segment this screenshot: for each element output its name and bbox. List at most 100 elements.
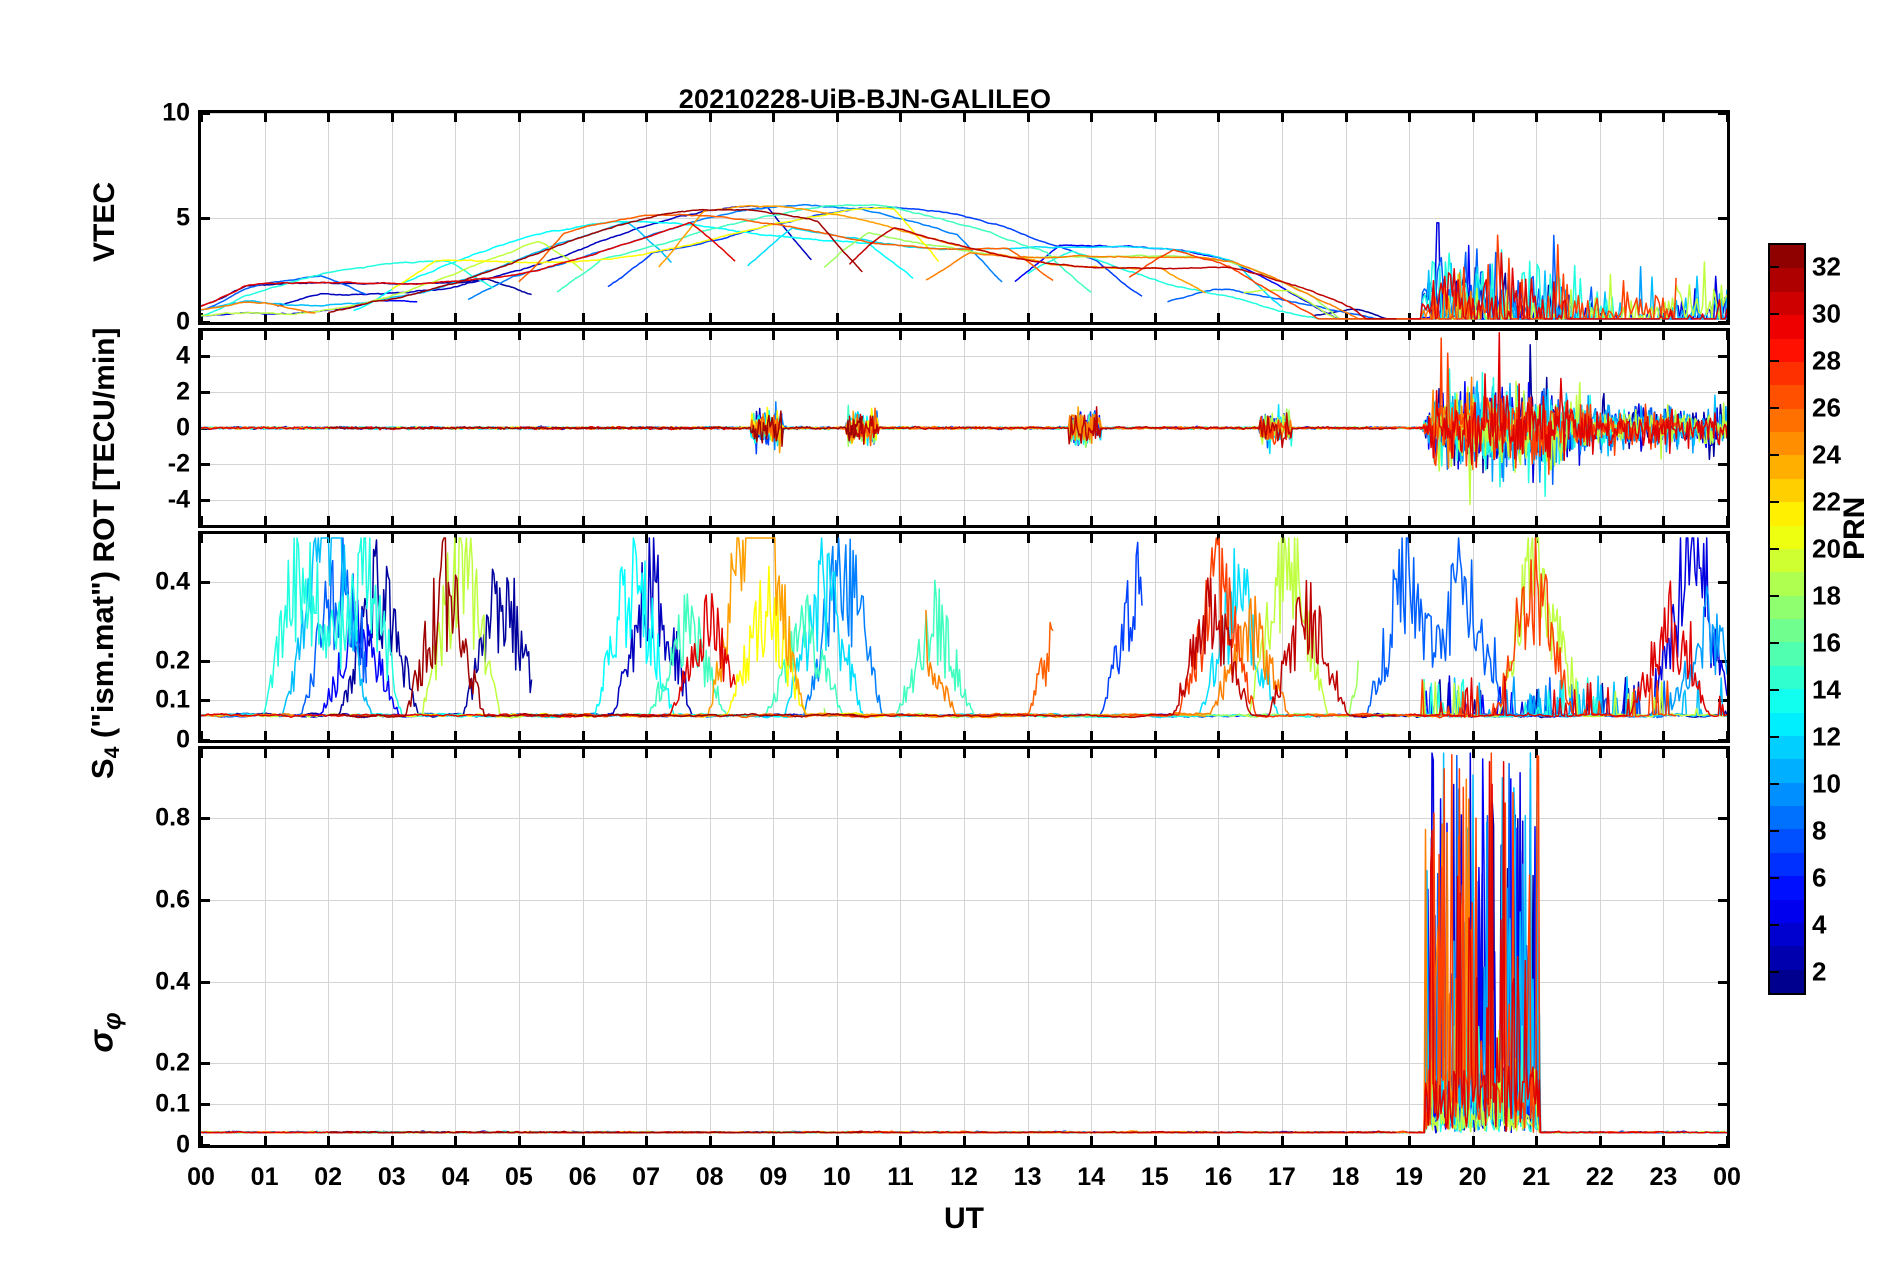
axis-tick (899, 331, 903, 340)
axis-tick (963, 534, 966, 543)
colorbar-tick-label: 12 (1812, 721, 1841, 751)
gridline-vertical (328, 113, 330, 322)
gridline-vertical (1091, 749, 1093, 1145)
axis-tick (645, 113, 649, 122)
gridline-vertical (773, 534, 775, 740)
colorbar-tick-label: 10 (1812, 768, 1841, 798)
gridline-vertical (264, 749, 266, 1145)
axis-tick (708, 331, 712, 340)
colorbar-tick (1768, 876, 1779, 879)
axis-tick (772, 1136, 776, 1145)
y-tick-label: 2 (176, 377, 190, 406)
axis-tick (1153, 313, 1157, 322)
axis-tick (201, 1103, 210, 1107)
gridline-vertical (964, 113, 965, 322)
colorbar-tick-label: 32 (1812, 251, 1841, 281)
y-tick-label: -2 (167, 449, 190, 478)
axis-tick (1217, 731, 1221, 740)
axis-tick (708, 534, 712, 543)
gridline-vertical (836, 534, 838, 740)
series-prn-31 (849, 1130, 1397, 1134)
data-traces-sigma-phi (201, 752, 1727, 1134)
axis-tick (1718, 899, 1727, 903)
axis-tick (1726, 731, 1727, 740)
series-prn-9 (467, 537, 1003, 718)
colorbar-tick-label: 8 (1812, 815, 1827, 845)
colorbar-band (1770, 688, 1804, 713)
colorbar-tick (1768, 829, 1779, 832)
series-prn-31 (848, 227, 1397, 320)
y-tick-label: 0.4 (155, 967, 190, 996)
axis-tick (201, 113, 203, 122)
x-tick-label: 12 (950, 1163, 978, 1191)
axis-tick (899, 749, 903, 758)
gridline-vertical (646, 749, 648, 1145)
axis-tick (1408, 731, 1412, 740)
axis-tick (1408, 313, 1412, 322)
x-tick-label: 22 (1585, 1163, 1614, 1191)
axis-tick (1344, 749, 1348, 758)
axis-tick (1718, 355, 1727, 359)
axis-tick (1718, 1103, 1727, 1107)
series-prn-25 (925, 376, 1474, 471)
series-prn-21 (391, 207, 940, 291)
colorbar-band (1770, 245, 1804, 269)
plot-panel-vtec (198, 110, 1730, 325)
axis-tick (390, 331, 394, 340)
colorbar-tick (1768, 265, 1779, 268)
axis-tick (1153, 1136, 1157, 1145)
axis-tick (1090, 1136, 1094, 1145)
axis-tick (263, 516, 267, 525)
colorbar-band (1770, 290, 1804, 316)
axis-tick (581, 113, 585, 122)
data-traces-rot (201, 332, 1727, 506)
axis-tick (581, 534, 585, 543)
axis-tick (201, 980, 210, 984)
axis-tick (645, 731, 649, 740)
axis-tick (517, 516, 521, 525)
axis-tick (390, 313, 394, 322)
axis-tick (1726, 1136, 1727, 1145)
gridline-vertical (1154, 749, 1156, 1145)
colorbar-band (1770, 898, 1804, 923)
axis-tick (201, 739, 210, 740)
gridline-vertical (900, 749, 902, 1145)
colorbar-tick (1768, 688, 1779, 691)
x-tick-label: 04 (441, 1163, 470, 1191)
axis-tick (899, 534, 903, 543)
axis-tick (1471, 331, 1475, 340)
axis-tick (1662, 534, 1666, 543)
axis-tick (390, 749, 394, 758)
axis-tick (201, 355, 210, 359)
colorbar-tick-label: 14 (1812, 674, 1841, 704)
axis-tick (1718, 1144, 1727, 1145)
axis-tick (327, 731, 331, 740)
axis-tick (1718, 462, 1727, 466)
colorbar-band (1770, 828, 1804, 853)
axis-tick (1026, 331, 1030, 340)
gridline-vertical (1536, 534, 1538, 740)
gridline-vertical (1154, 113, 1156, 322)
axis-tick (1471, 534, 1475, 543)
gridline-vertical (1281, 113, 1283, 322)
axis-tick (899, 313, 903, 322)
axis-tick (581, 313, 585, 322)
colorbar-band (1770, 501, 1804, 526)
colorbar-band (1770, 314, 1804, 339)
colorbar-band (1770, 384, 1804, 409)
colorbar-tick (1768, 547, 1779, 550)
colorbar-tick (1768, 312, 1779, 315)
axis-tick (899, 516, 903, 525)
axis-tick (1718, 391, 1727, 395)
gridline-horizontal (201, 322, 1727, 323)
y-tick-label: 0.4 (155, 567, 190, 596)
series-prn-27 (1129, 537, 1677, 719)
gridline-vertical (1536, 113, 1538, 322)
axis-tick (645, 331, 649, 340)
axis-tick (1726, 331, 1727, 340)
axis-tick (1280, 749, 1284, 758)
gridline-vertical (1599, 749, 1601, 1145)
colorbar-tick-label: 20 (1812, 533, 1841, 563)
gridline-vertical (1345, 749, 1347, 1145)
axis-tick (835, 313, 839, 322)
